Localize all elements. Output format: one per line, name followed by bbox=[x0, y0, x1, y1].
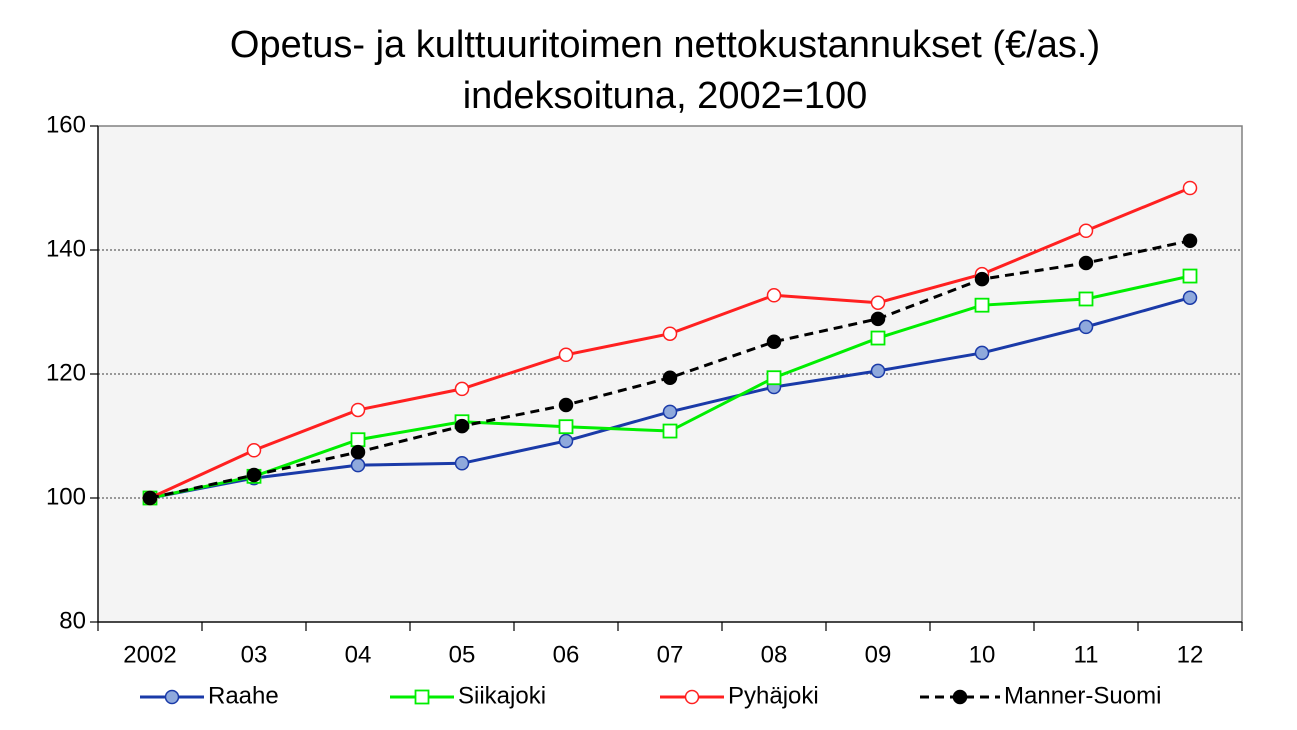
x-tick-label: 05 bbox=[449, 641, 476, 668]
marker bbox=[350, 444, 366, 460]
marker bbox=[350, 402, 366, 418]
marker bbox=[952, 689, 968, 705]
marker bbox=[662, 404, 678, 420]
marker bbox=[870, 311, 886, 327]
marker bbox=[558, 433, 574, 449]
marker bbox=[142, 490, 158, 506]
marker bbox=[766, 288, 782, 303]
marker bbox=[454, 456, 470, 471]
chart-title: Opetus- ja kulttuuritoimen nettokustannu… bbox=[230, 24, 1100, 66]
marker bbox=[1182, 268, 1198, 284]
marker bbox=[974, 271, 990, 287]
x-tick-label: 07 bbox=[657, 641, 684, 668]
marker bbox=[558, 419, 574, 435]
marker bbox=[684, 689, 700, 705]
marker bbox=[1182, 233, 1198, 248]
marker bbox=[414, 689, 430, 705]
x-tick-label: 04 bbox=[345, 641, 372, 668]
legend-label: Raahe bbox=[208, 682, 279, 709]
marker bbox=[662, 423, 678, 439]
legend-label: Pyhäjoki bbox=[728, 682, 819, 709]
x-tick-label: 10 bbox=[969, 641, 996, 668]
marker bbox=[558, 347, 574, 363]
marker bbox=[766, 370, 782, 386]
marker bbox=[454, 418, 470, 434]
marker bbox=[1078, 223, 1094, 239]
x-tick-label: 11 bbox=[1074, 641, 1099, 668]
marker bbox=[1078, 255, 1094, 271]
marker bbox=[164, 689, 180, 705]
y-tick-label: 140 bbox=[46, 235, 86, 262]
marker bbox=[246, 467, 262, 483]
marker bbox=[1182, 290, 1198, 305]
marker bbox=[662, 370, 678, 385]
y-tick-label: 80 bbox=[59, 607, 86, 634]
marker bbox=[350, 432, 366, 448]
y-tick-label: 100 bbox=[46, 483, 86, 510]
marker bbox=[974, 345, 990, 361]
marker bbox=[766, 334, 782, 350]
marker bbox=[974, 297, 990, 313]
x-tick-label: 09 bbox=[865, 641, 892, 668]
marker bbox=[662, 326, 678, 341]
marker bbox=[454, 381, 470, 397]
x-tick-label: 03 bbox=[241, 641, 268, 668]
marker bbox=[870, 363, 886, 379]
x-tick-label: 08 bbox=[761, 641, 788, 668]
marker bbox=[1078, 319, 1094, 335]
x-tick-label: 2002 bbox=[123, 641, 176, 668]
y-tick-label: 120 bbox=[46, 359, 86, 386]
marker bbox=[246, 443, 262, 458]
marker bbox=[1182, 180, 1198, 196]
legend-label: Siikajoki bbox=[458, 682, 546, 709]
chart-title: indeksoituna, 2002=100 bbox=[463, 75, 868, 117]
marker bbox=[870, 295, 886, 310]
x-tick-label: 12 bbox=[1177, 641, 1204, 668]
marker bbox=[870, 330, 886, 346]
marker bbox=[1078, 291, 1094, 307]
x-tick-label: 06 bbox=[553, 641, 580, 668]
y-tick-label: 160 bbox=[46, 111, 86, 138]
legend-label: Manner-Suomi bbox=[1004, 682, 1161, 709]
marker bbox=[350, 457, 366, 473]
marker bbox=[558, 397, 574, 413]
